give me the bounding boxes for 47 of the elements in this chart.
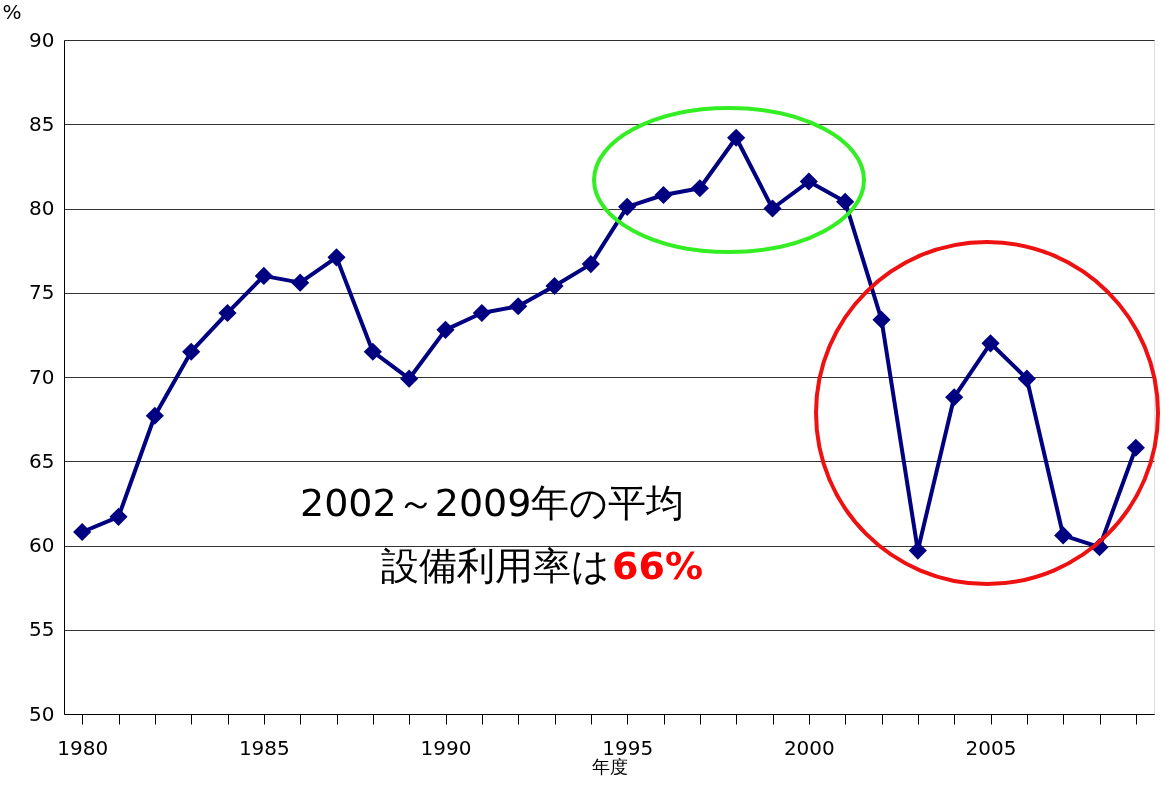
y-tick-label: 80 xyxy=(29,196,55,220)
point xyxy=(472,303,491,323)
annotation: 2002～2009年の平均 xyxy=(300,481,685,525)
point xyxy=(945,388,964,407)
point xyxy=(618,197,637,216)
point xyxy=(1017,369,1036,388)
y-tick-label: 70 xyxy=(29,364,55,389)
annotation: 66% xyxy=(612,544,703,588)
point xyxy=(1054,526,1073,545)
y-tick-label: 50 xyxy=(29,701,55,726)
point xyxy=(254,266,273,285)
x-tick-label: 2005 xyxy=(965,735,1017,760)
point xyxy=(654,185,673,205)
y-tick-label: 75 xyxy=(29,280,55,305)
y-tick-label: 90 xyxy=(29,27,55,52)
point xyxy=(291,273,310,292)
point xyxy=(1126,438,1145,457)
point xyxy=(218,303,237,323)
point xyxy=(109,507,128,526)
y-tick-label: 60 xyxy=(29,533,55,557)
x-tick-label: 2000 xyxy=(783,735,835,760)
y-axis-title: % xyxy=(2,0,22,24)
y-tick-label: 85 xyxy=(29,111,55,136)
x-tick-label: 1990 xyxy=(420,735,472,760)
point xyxy=(763,199,782,218)
point xyxy=(182,342,201,361)
point xyxy=(363,342,382,361)
y-tick-label: 55 xyxy=(29,617,55,642)
point xyxy=(73,522,92,542)
point xyxy=(690,179,709,198)
point xyxy=(509,297,528,316)
point xyxy=(836,192,855,211)
point xyxy=(872,310,891,329)
point xyxy=(981,334,1000,353)
x-tick-label: 1985 xyxy=(238,735,290,760)
point xyxy=(327,248,346,267)
point xyxy=(145,406,164,425)
x-tick-label: 1980 xyxy=(57,735,109,760)
point xyxy=(436,320,455,339)
point xyxy=(581,255,600,274)
annotation: 設備利用率は xyxy=(381,544,610,588)
point xyxy=(545,276,564,296)
y-tick-label: 65 xyxy=(29,448,55,473)
x-axis-title: 年度 xyxy=(591,755,628,777)
point xyxy=(400,369,419,388)
point xyxy=(727,128,746,147)
point xyxy=(799,172,818,191)
